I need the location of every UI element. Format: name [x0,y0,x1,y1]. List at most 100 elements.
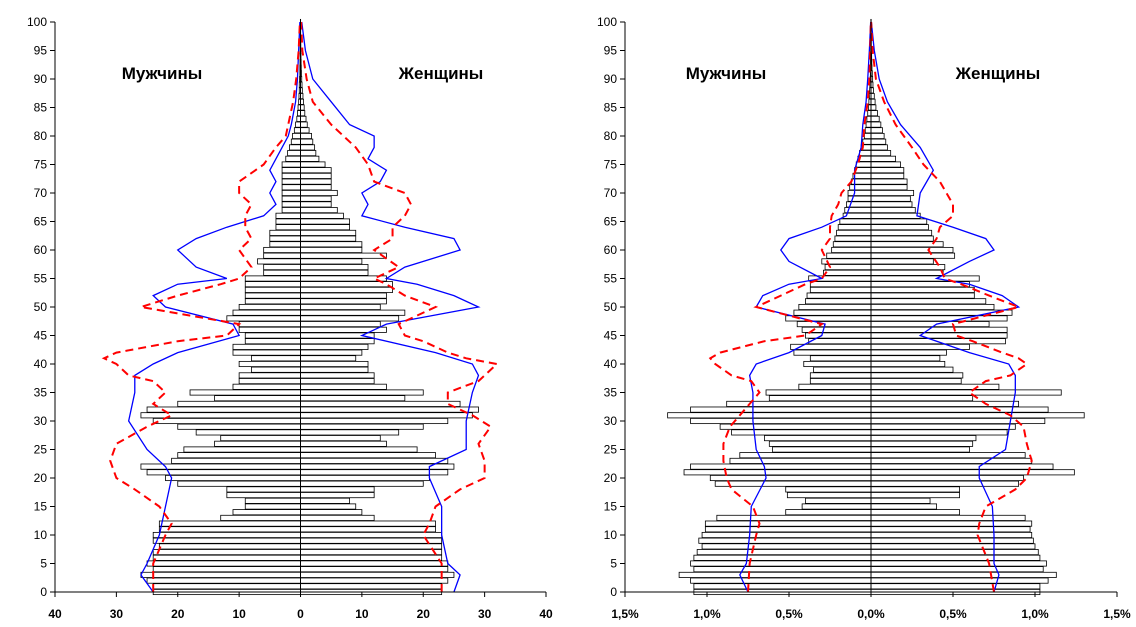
female-bar [870,423,1016,430]
female-bar [870,127,883,134]
female-bar [870,537,1034,544]
male-bar [158,520,301,527]
y-tick-label: 90 [604,72,618,86]
female-bar [870,241,944,248]
female-bar [300,292,387,299]
female-bar [300,104,305,111]
y-tick-label: 80 [34,129,48,143]
female-bar [300,429,400,436]
female-bar [300,543,443,550]
pyramid-chart-percent: 0 5 10 15 20 25 30 35 40 45 50 55 60 65 70 75 80 85 90 95 10… [597,15,1131,621]
female-bar [300,281,393,288]
bars-group [140,18,479,596]
male-bar [152,549,301,556]
y-tick-label: 15 [34,500,48,514]
female-bar [870,395,974,402]
y-tick-label: 30 [34,414,48,428]
female-bar [300,531,443,539]
y-tick-label: 65 [34,215,48,229]
male-bar [177,452,301,459]
x-tick-label: 20 [171,607,185,621]
female-bar [870,366,954,373]
female-bar [300,383,387,390]
male-bar [709,474,872,482]
male-bar [772,446,872,453]
female-bar [870,115,880,122]
male-bar [263,264,301,271]
male-bar [238,372,301,379]
y-tick-label: 60 [34,243,48,257]
male-bar [834,235,872,242]
male-title: Мужчины [122,64,203,83]
female-bar [870,229,933,236]
female-bar [300,212,344,219]
female-bar [870,497,931,504]
male-bar [296,115,301,122]
female-bar [300,138,314,145]
female-bar [870,492,960,499]
female-bar [300,195,332,202]
female-bar [300,110,306,117]
male-bar [290,138,301,145]
male-bar [865,121,872,128]
female-bar [870,520,1033,527]
male-bar [287,150,301,157]
female-bar [870,258,934,265]
x-tick-label: 0,5% [775,607,803,621]
female-bar [300,366,369,373]
female-bar [300,417,449,425]
female-bar [300,406,479,413]
female-bar [300,167,332,174]
female-bar [300,127,310,134]
female-bar [300,480,424,487]
male-bar [786,492,872,499]
female-bar [300,469,449,476]
female-bar [300,412,473,419]
female-bar [870,406,1049,413]
male-bar [855,161,872,168]
y-tick-label: 70 [604,186,618,200]
male-bar [768,440,872,447]
female-bar [300,224,350,231]
x-tick-label: 10 [232,607,246,621]
female-bar [870,189,915,197]
male-bar [803,360,872,368]
male-bar [690,417,872,425]
female-bar [300,252,387,259]
female-bar [300,440,387,447]
male-bar [701,531,872,539]
female-bar [300,349,363,356]
male-bar [195,429,301,436]
male-bar [831,246,872,254]
x-tick-label: 0,0% [857,607,885,621]
male-bar [158,526,301,533]
female-bar [300,161,326,168]
y-tick-label: 5 [40,557,47,571]
female-bar [870,184,908,191]
female-bar [870,104,877,111]
male-bar [269,241,301,248]
male-bar [701,543,872,550]
female-bar [300,457,449,464]
male-bar [152,417,301,425]
male-bar [859,150,872,157]
female-bar [870,514,1026,521]
male-bar [836,229,872,236]
x-tick-label: 20 [417,607,431,621]
y-tick-label: 15 [604,500,618,514]
female-bar [300,150,317,157]
x-tick-label: 10 [355,607,369,621]
male-bar [238,360,301,368]
female-bar [300,423,424,430]
male-bar [793,349,872,356]
male-bar [796,321,872,328]
male-bar [798,383,872,390]
female-bar [300,343,369,350]
x-tick-label: 30 [110,607,124,621]
female-bar [870,178,908,185]
female-bar [870,457,1033,464]
female-bar [870,429,1008,436]
female-bar [300,577,449,584]
male-bar [232,349,301,356]
female-bar [300,321,381,328]
